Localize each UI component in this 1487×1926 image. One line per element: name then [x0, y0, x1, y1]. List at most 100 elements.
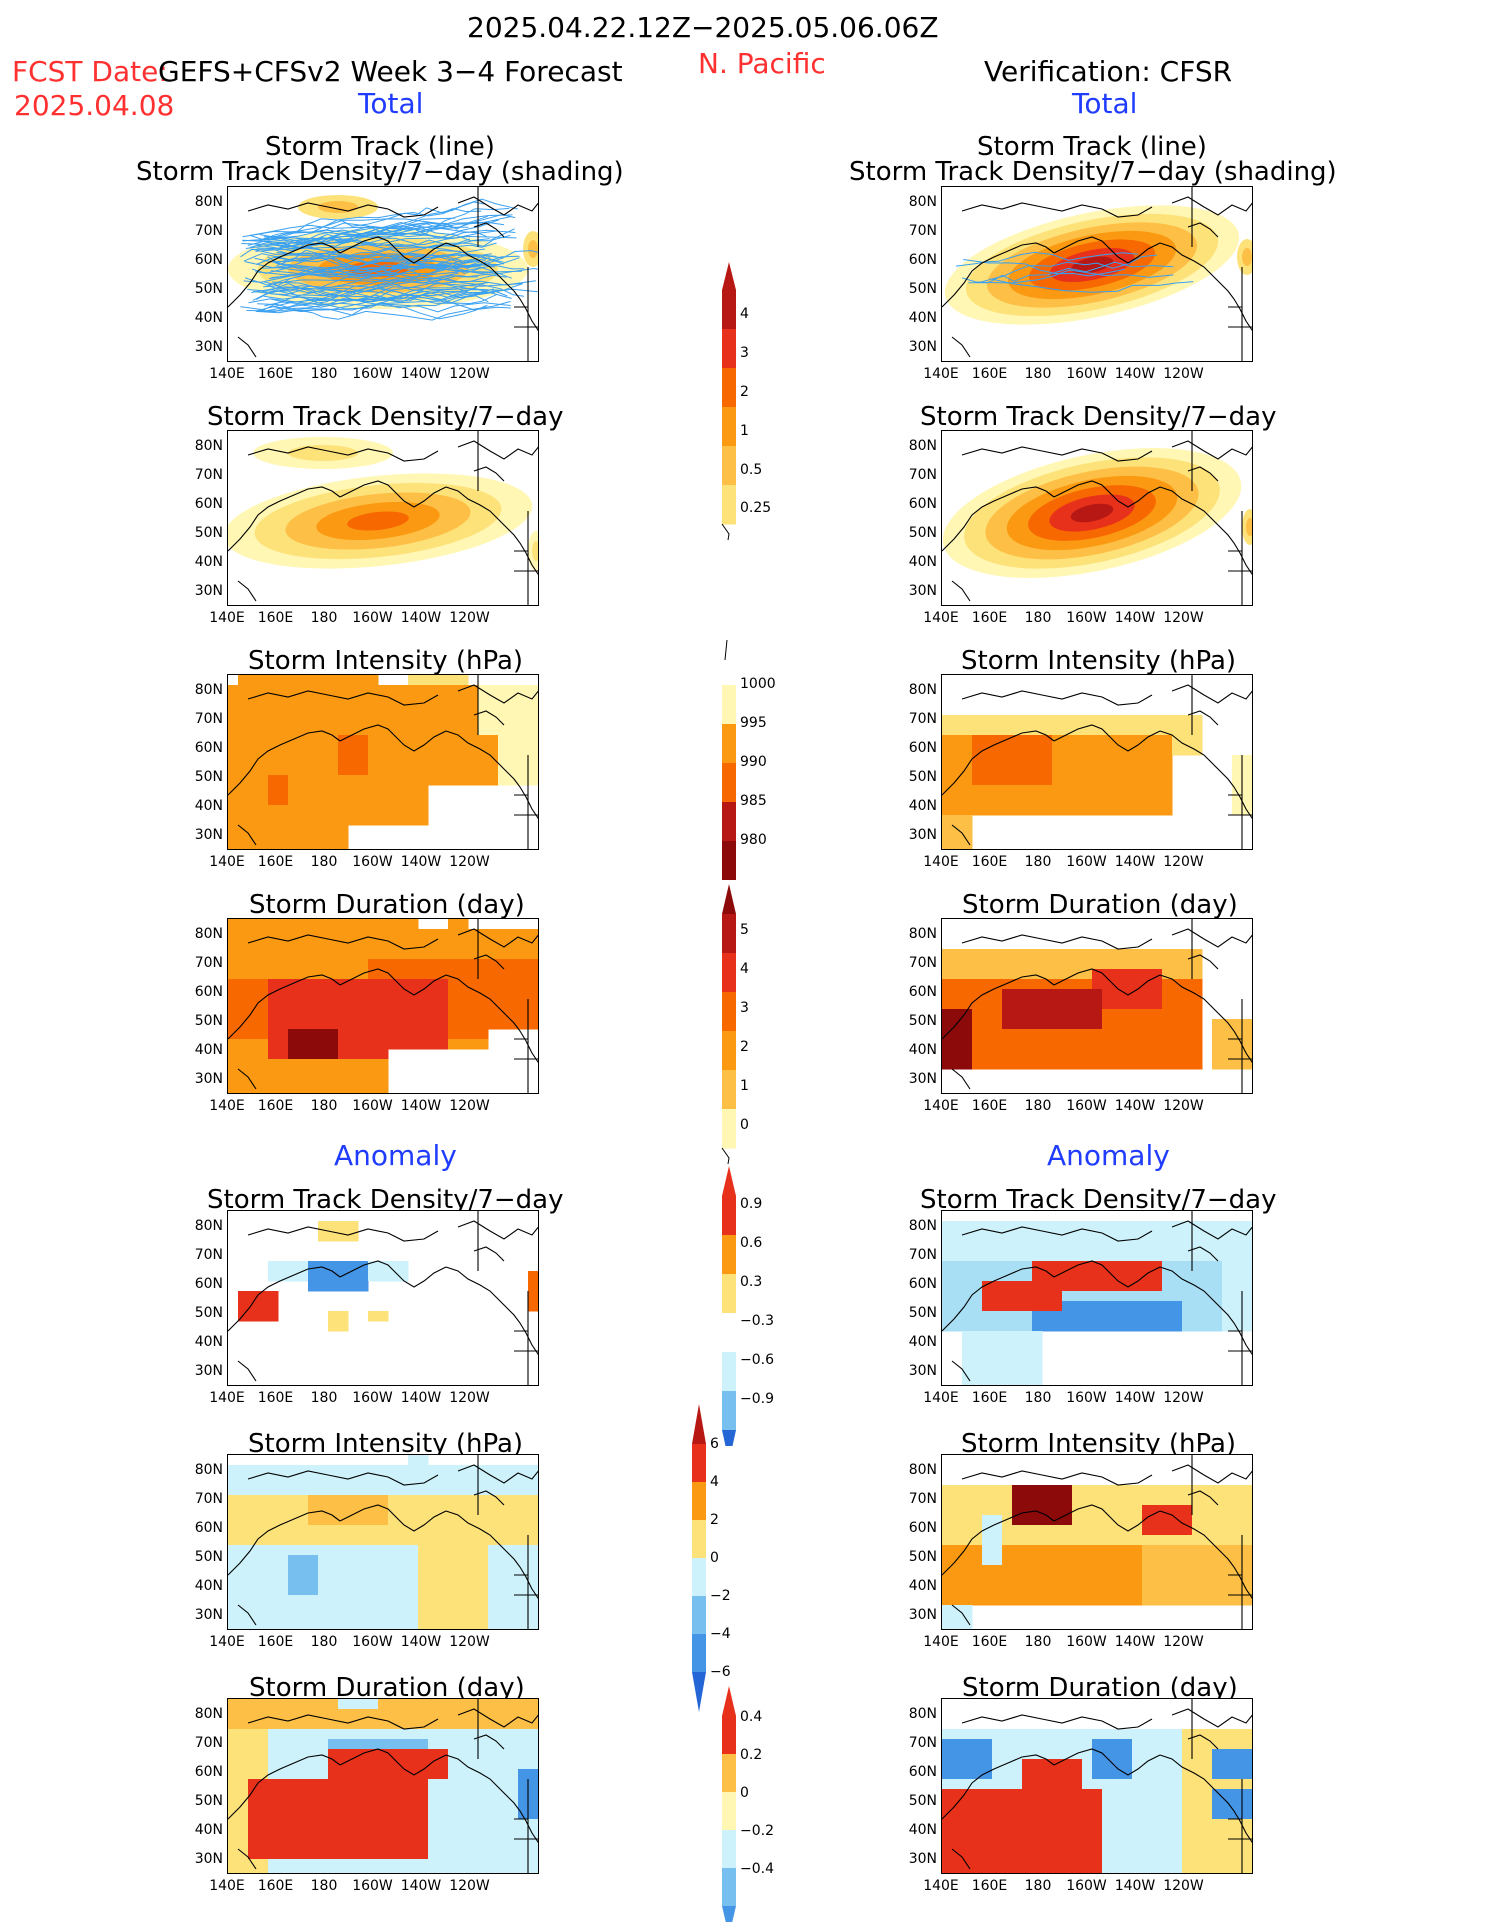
grid-cell	[1022, 1291, 1033, 1302]
grid-cell	[468, 1849, 479, 1860]
lat-tick-label: 70N	[194, 1247, 223, 1263]
lon-tick-label: 160E	[257, 1878, 294, 1894]
grid-cell	[972, 765, 983, 776]
grid-cell	[278, 1799, 289, 1810]
grid-cell	[1052, 1281, 1063, 1292]
coastline-segment	[445, 730, 538, 819]
grid-cell	[992, 1221, 1003, 1232]
grid-cell	[1152, 1231, 1163, 1242]
grid-cell	[1232, 1485, 1243, 1496]
grid-cell	[408, 1505, 419, 1516]
lat-tick-label: 60N	[194, 252, 223, 268]
grid-cell	[478, 1869, 489, 1873]
grid-cell	[1212, 1829, 1223, 1840]
grid-cell	[498, 1019, 509, 1030]
grid-cell	[1122, 1231, 1133, 1242]
grid-cell	[1122, 1535, 1133, 1546]
grid-cell	[248, 785, 259, 796]
grid-cell	[1082, 1251, 1093, 1262]
grid-cell	[238, 1759, 249, 1770]
lat-tick-label: 30N	[908, 1607, 937, 1623]
grid-cell	[338, 1719, 349, 1730]
grid-cell	[378, 1789, 389, 1800]
grid-cell	[1212, 1231, 1223, 1242]
grid-cell	[368, 949, 379, 960]
grid-cell	[1062, 1009, 1073, 1020]
grid-cell	[288, 1799, 299, 1810]
colorbar-label: 0.9	[740, 1196, 763, 1212]
grid-cell	[438, 989, 449, 1000]
grid-cell	[318, 1719, 329, 1730]
grid-cell	[248, 1505, 259, 1516]
grid-cell	[1212, 1729, 1223, 1740]
grid-cell	[408, 1039, 419, 1050]
map-duration-left	[227, 918, 539, 1094]
grid-cell	[508, 1869, 519, 1873]
grid-cell	[418, 675, 429, 686]
grid-cell	[368, 1595, 379, 1606]
grid-cell	[428, 1829, 439, 1840]
grid-cell	[992, 1241, 1003, 1252]
grid-cell	[1152, 1759, 1163, 1770]
grid-cell	[1192, 1779, 1203, 1790]
lat-tick-label: 60N	[908, 252, 937, 268]
grid-cell	[1142, 1301, 1153, 1312]
grid-cell	[228, 1849, 239, 1860]
grid-cell	[1102, 745, 1113, 756]
grid-cell	[288, 1505, 299, 1516]
storm-track-line	[268, 264, 512, 280]
grid-cell	[388, 959, 399, 970]
coastline-segment	[1228, 1330, 1252, 1352]
grid-cell	[972, 1869, 983, 1873]
grid-cell	[1202, 1565, 1213, 1576]
grid-cell	[1252, 1495, 1253, 1506]
grid-cell	[348, 675, 359, 686]
grid-cell	[398, 1849, 409, 1860]
grid-cell	[308, 1859, 319, 1870]
grid-cell	[992, 1291, 1003, 1302]
grid-cell	[308, 765, 319, 776]
grid-cell	[378, 1615, 389, 1626]
grid-cell	[228, 685, 239, 696]
grid-cell	[1042, 1829, 1053, 1840]
grid-cell	[942, 755, 953, 766]
grid-cell	[962, 1251, 973, 1262]
grid-cell	[368, 795, 379, 806]
lat-tick-label: 70N	[908, 1247, 937, 1263]
grid-cell	[258, 765, 269, 776]
grid-cell	[398, 989, 409, 1000]
grid-cell	[1022, 1301, 1033, 1312]
grid-cell	[458, 939, 469, 950]
grid-cell	[1232, 1759, 1243, 1770]
grid-cell	[1162, 1241, 1173, 1252]
grid-cell	[1232, 1251, 1243, 1262]
grid-cell	[972, 1545, 983, 1556]
grid-cell	[258, 835, 269, 846]
grid-cell	[498, 1009, 509, 1020]
grid-cell	[458, 1709, 469, 1720]
grid-cell	[488, 695, 499, 706]
storm-track-line	[269, 273, 497, 299]
coastline-segment	[228, 486, 341, 552]
lon-tick-label: 160W	[352, 1878, 393, 1894]
grid-cell	[1112, 1009, 1123, 1020]
grid-cell	[972, 1301, 983, 1312]
grid-cell	[448, 1565, 459, 1576]
grid-cell	[1082, 715, 1093, 726]
grid-cell	[972, 1321, 983, 1332]
grid-cell	[368, 1585, 379, 1596]
grid-cell	[1082, 1029, 1093, 1040]
grid-cell	[538, 969, 539, 980]
grid-cell	[348, 805, 359, 816]
grid-cell	[498, 1859, 509, 1870]
lon-tick-label: 120W	[1163, 1390, 1204, 1406]
grid-cell	[298, 1585, 309, 1596]
grid-cell	[1162, 1495, 1173, 1506]
grid-cell	[1132, 1555, 1143, 1566]
grid-cell	[1102, 1525, 1113, 1536]
coastline-segment	[247, 1470, 439, 1486]
grid-cell	[538, 1779, 539, 1790]
grid-cell	[972, 1311, 983, 1322]
grid-cell	[1062, 755, 1073, 766]
grid-cell	[368, 979, 379, 990]
